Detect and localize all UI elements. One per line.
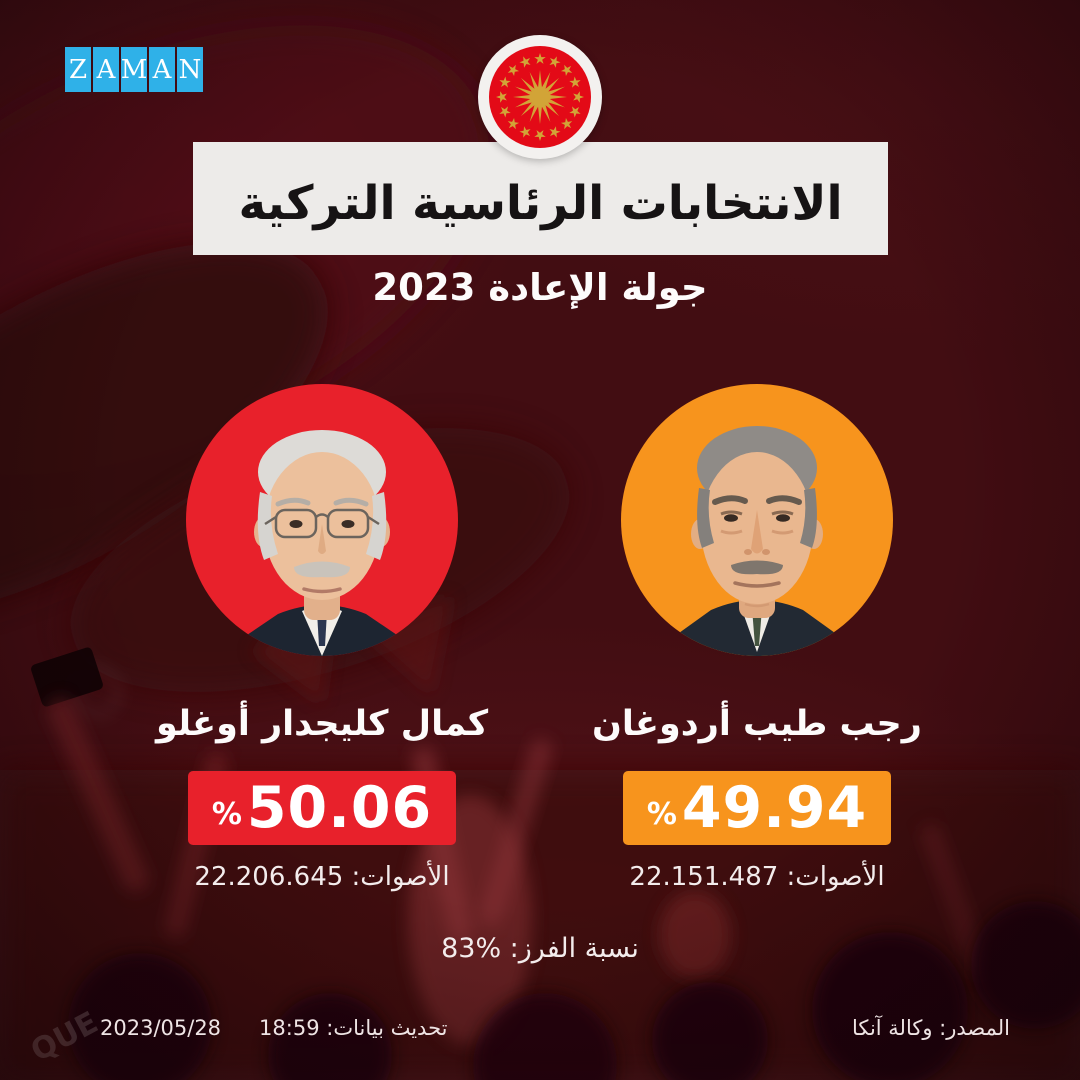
percent-value: 50.06 <box>246 775 433 841</box>
candidate-percent-badge: % 49.94 <box>622 771 892 845</box>
page-title: الانتخابات الرئاسية التركية <box>238 176 843 231</box>
candidate-votes: الأصوات: 22.206.645 <box>194 862 450 892</box>
zaman-logo: Z A M A N <box>65 47 203 92</box>
update-date: 2023/05/28 <box>100 1016 222 1040</box>
percent-value: 49.94 <box>681 775 868 841</box>
kilicdaroglu-portrait-illustration <box>216 430 428 656</box>
logo-letter-tile: A <box>149 47 175 92</box>
percent-sign: % <box>646 797 677 832</box>
candidate-photo-erdogan <box>621 384 893 656</box>
logo-letter-tile: N <box>177 47 203 92</box>
candidate-card-kilicdaroglu: كمال كليجدار أوغلو % 50.06 الأصوات: 22.2… <box>86 384 558 892</box>
candidate-photo-kilicdaroglu <box>186 384 458 656</box>
presidential-seal-icon <box>489 46 591 148</box>
presidential-seal <box>478 35 602 159</box>
page-subtitle: جولة الإعادة 2023 <box>372 266 708 309</box>
source-credit: المصدر: وكالة آنكا <box>851 1016 1010 1040</box>
update-label: تحديث بيانات: 18:59 <box>259 1016 448 1040</box>
candidate-votes: الأصوات: 22.151.487 <box>629 862 885 892</box>
candidate-percent-badge: % 50.06 <box>187 771 457 845</box>
erdogan-portrait-illustration <box>647 426 867 656</box>
candidate-card-erdogan: رجب طيب أردوغان % 49.94 الأصوات: 22.151.… <box>521 384 993 892</box>
candidate-name: رجب طيب أردوغان <box>592 704 922 744</box>
percent-sign: % <box>211 797 242 832</box>
turnout-stat: نسبة الفرز: %83 <box>441 933 639 964</box>
logo-letter-tile: A <box>93 47 119 92</box>
logo-letter-tile: Z <box>65 47 91 92</box>
candidate-name: كمال كليجدار أوغلو <box>155 704 489 744</box>
logo-letter-tile: M <box>121 47 147 92</box>
data-update-timestamp: تحديث بيانات: 18:59 2023/05/28 <box>100 1016 448 1040</box>
